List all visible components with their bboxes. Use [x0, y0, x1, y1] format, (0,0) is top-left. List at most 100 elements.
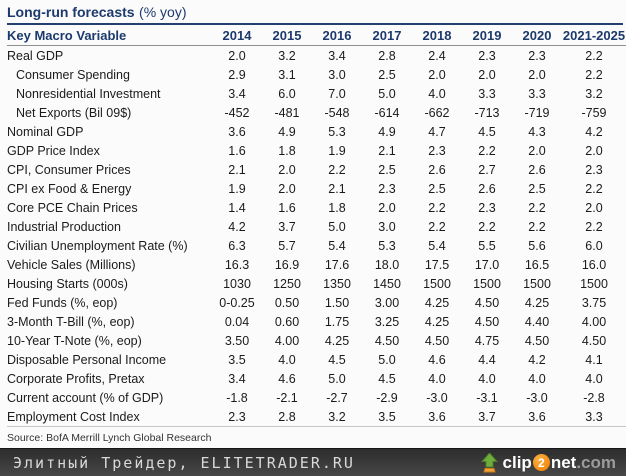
- cell-value: 1.6: [278, 200, 296, 215]
- cell-value: 2.2: [585, 181, 603, 196]
- table-row: Vehicle Sales (Millions) 16.3 16.9 17.6 18.0…: [7, 255, 626, 274]
- cell-value: -2.8: [583, 390, 605, 405]
- cell-value: 4.1: [585, 352, 603, 367]
- table-row: Core PCE Chain Prices 1.4 1.6 1.8 2.0 2.2 2.3 2…: [7, 198, 626, 217]
- cell-value: 4.00: [581, 314, 607, 329]
- cell-value: 2.2: [478, 143, 496, 158]
- table-row: Nominal GDP 3.6 4.9 5.3 4.9 4.7 4.5 4.3 4.2: [7, 122, 626, 141]
- row-label: Consumer Spending: [16, 67, 130, 82]
- cell-value: -719: [524, 105, 550, 120]
- cell-value: 2.2: [478, 219, 496, 234]
- cell-value: 5.0: [378, 352, 396, 367]
- cell-value: 17.0: [474, 257, 500, 272]
- cell-value: -3.0: [526, 390, 548, 405]
- cell-value: -452: [224, 105, 250, 120]
- row-label: Employment Cost Index: [7, 407, 212, 427]
- cell-value: 2.2: [585, 48, 603, 63]
- row-label: CPI, Consumer Prices: [7, 162, 131, 177]
- cell-value: 2.5: [528, 181, 546, 196]
- cell-value: 2.3: [428, 143, 446, 158]
- cell-value: 3.7: [462, 407, 512, 427]
- cell-value: -614: [374, 105, 400, 120]
- cell-value: 4.5: [328, 352, 346, 367]
- cell-value: 4.7: [428, 124, 446, 139]
- cell-value: -662: [424, 105, 450, 120]
- upload-arrow-icon: [480, 452, 499, 473]
- table-row: CPI, Consumer Prices 2.1 2.0 2.2 2.5 2.6 2.7 2.…: [7, 160, 626, 179]
- cell-value: 1500: [523, 276, 551, 291]
- cell-value: 4.2: [585, 124, 603, 139]
- cell-value: 3.5: [228, 352, 246, 367]
- cell-value: 2.3: [478, 200, 496, 215]
- cell-value: 4.50: [524, 333, 550, 348]
- watermark-text: Элитный Трейдер, ELITETRADER.RU: [13, 453, 355, 472]
- cell-value: 3.4: [328, 48, 346, 63]
- cell-value: -759: [581, 105, 607, 120]
- cell-value: 2.2: [528, 219, 546, 234]
- cell-value: 4.0: [528, 371, 546, 386]
- cell-value: 3.2: [312, 407, 362, 427]
- cell-value: 4.25: [424, 314, 450, 329]
- row-label: Real GDP: [7, 48, 64, 63]
- cell-value: 2.5: [428, 181, 446, 196]
- column-header-year: 2019: [462, 25, 512, 46]
- watermark-bar: Элитный Трейдер, ELITETRADER.RU clip 2 n…: [0, 448, 626, 476]
- forecast-table: Key Macro Variable 2014 2015 2016 2017 2018 20…: [7, 25, 626, 427]
- cell-value: 0.50: [274, 295, 300, 310]
- cell-value: 3.0: [378, 219, 396, 234]
- row-label: Industrial Production: [7, 219, 121, 234]
- cell-value: 4.6: [278, 371, 296, 386]
- column-header-year: 2016: [312, 25, 362, 46]
- cell-value: 5.4: [428, 238, 446, 253]
- logo-text-net: net: [550, 453, 577, 472]
- cell-value: 2.9: [228, 67, 246, 82]
- table-row: GDP Price Index 1.6 1.8 1.9 2.1 2.3 2.2 2.0 2.0: [7, 141, 626, 160]
- cell-value: 4.25: [424, 295, 450, 310]
- cell-value: 4.0: [428, 86, 446, 101]
- cell-value: 2.5: [378, 67, 396, 82]
- cell-value: 2.2: [428, 200, 446, 215]
- cell-value: 17.5: [424, 257, 450, 272]
- cell-value: 1500: [473, 276, 501, 291]
- cell-value: 4.25: [524, 295, 550, 310]
- table-row: Fed Funds (%, eop) 0-0.25 0.50 1.50 3.00 4.25…: [7, 293, 626, 312]
- column-header-year: 2017: [362, 25, 412, 46]
- cell-value: 1030: [223, 276, 251, 291]
- cell-value: 1500: [423, 276, 451, 291]
- cell-value: 4.0: [478, 371, 496, 386]
- cell-value: 2.2: [528, 200, 546, 215]
- cell-value: 2.0: [378, 200, 396, 215]
- cell-value: 2.3: [212, 407, 262, 427]
- cell-value: 1.8: [328, 200, 346, 215]
- cell-value: -2.1: [276, 390, 298, 405]
- logo-text-com: .com: [576, 453, 616, 472]
- column-header-year: 2018: [412, 25, 462, 46]
- cell-value: 1.9: [228, 181, 246, 196]
- cell-value: 2.5: [378, 162, 396, 177]
- cell-value: 2.0: [585, 200, 603, 215]
- cell-value: 3.0: [328, 67, 346, 82]
- cell-value: 2.0: [528, 143, 546, 158]
- cell-value: 1.9: [328, 143, 346, 158]
- page-title: Long-run forecasts: [7, 4, 135, 20]
- cell-value: 5.0: [328, 219, 346, 234]
- row-label: Disposable Personal Income: [7, 352, 167, 367]
- cell-value: 1.50: [324, 295, 350, 310]
- cell-value: 1250: [273, 276, 301, 291]
- cell-value: 2.0: [585, 143, 603, 158]
- cell-value: 3.3: [562, 407, 626, 427]
- cell-value: 2.1: [228, 162, 246, 177]
- cell-value: 4.0: [585, 371, 603, 386]
- cell-value: 4.75: [474, 333, 500, 348]
- cell-value: 4.0: [428, 371, 446, 386]
- cell-value: 2.3: [378, 181, 396, 196]
- cell-value: 3.3: [478, 86, 496, 101]
- cell-value: 4.25: [324, 333, 350, 348]
- cell-value: 2.3: [528, 48, 546, 63]
- cell-value: 4.4: [478, 352, 496, 367]
- cell-value: 4.9: [278, 124, 296, 139]
- logo-text-clip: clip: [502, 453, 532, 472]
- content-area: Long-run forecasts (% yoy) Key Macro Var…: [7, 4, 626, 444]
- cell-value: 3.4: [228, 86, 246, 101]
- row-label: GDP Price Index: [7, 143, 100, 158]
